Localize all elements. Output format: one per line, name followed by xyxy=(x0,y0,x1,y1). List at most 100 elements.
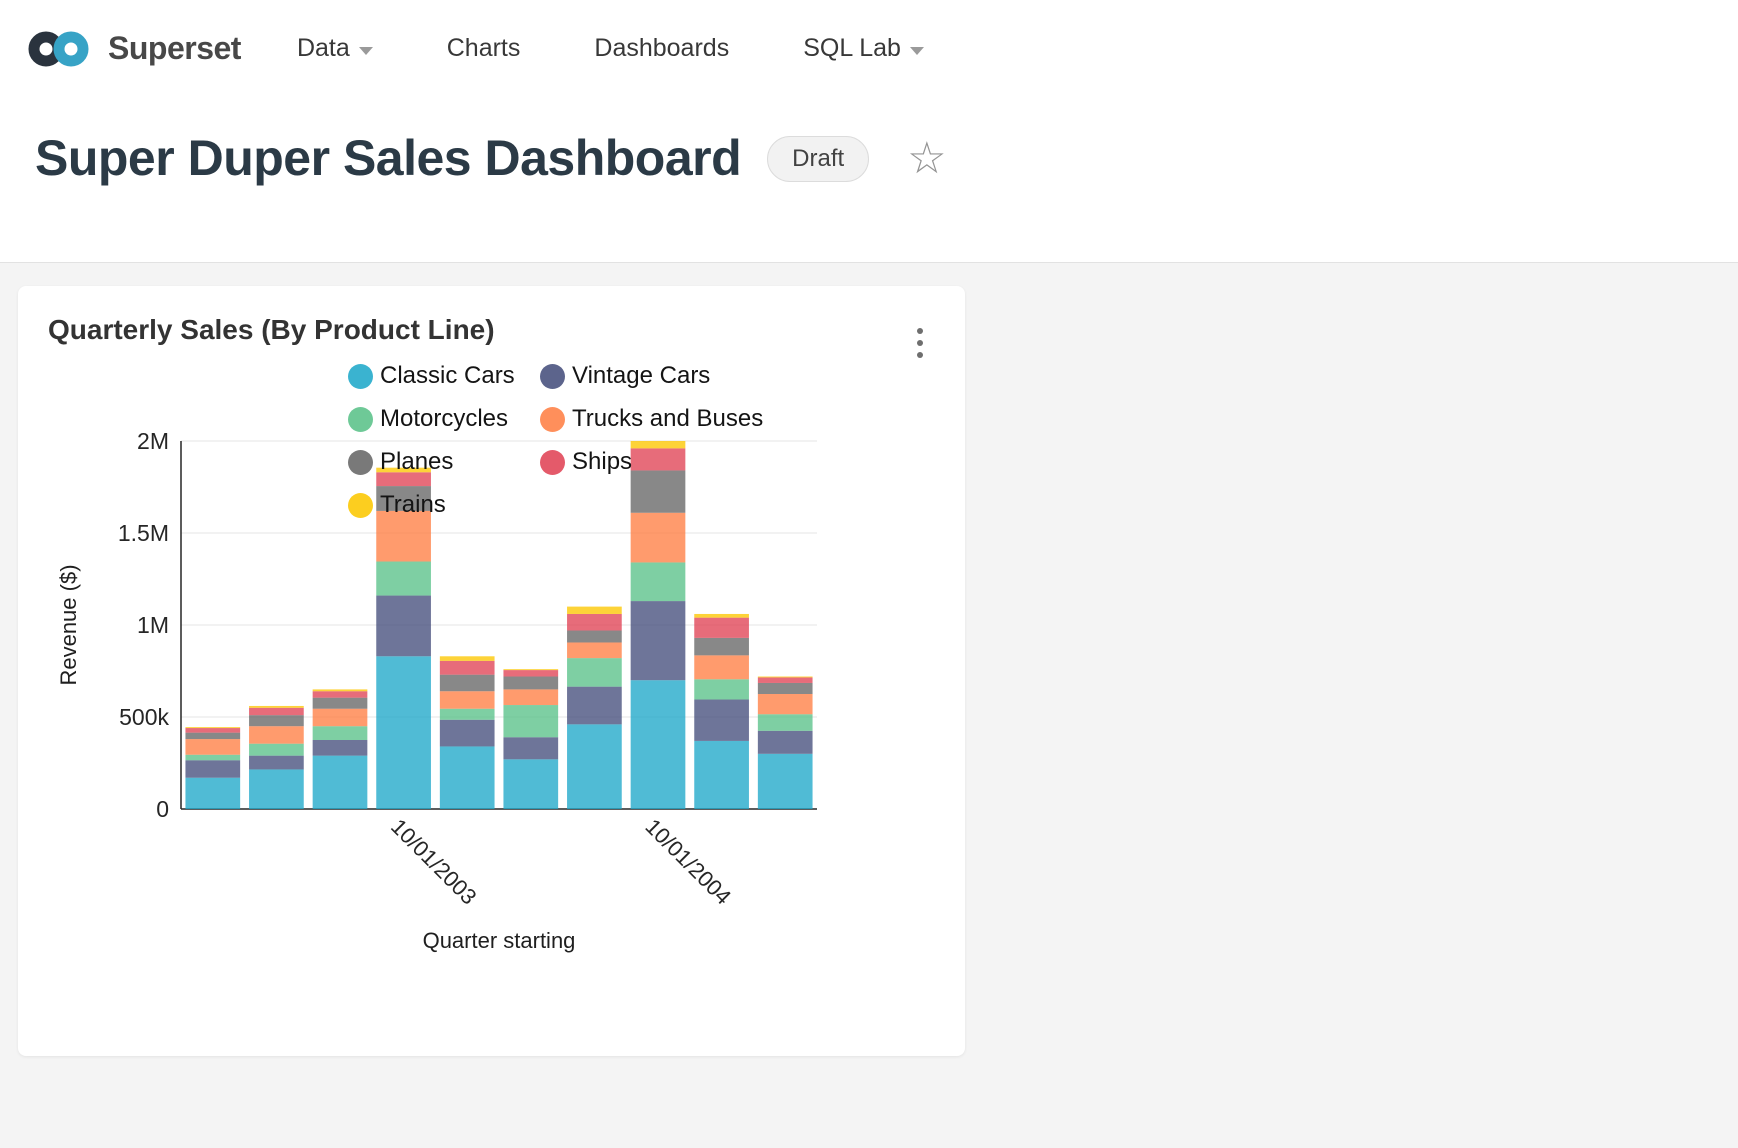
bar-segment-vintage-cars[interactable] xyxy=(249,755,304,770)
bar-segment-motorcycles[interactable] xyxy=(567,658,622,687)
legend-label: Planes xyxy=(380,448,454,475)
bar-segment-ships[interactable] xyxy=(185,728,241,733)
bar-segment-trains[interactable] xyxy=(567,606,622,614)
bar-segment-motorcycles[interactable] xyxy=(439,708,495,720)
bar-segment-classic-cars[interactable] xyxy=(503,759,559,809)
bar-segment-ships[interactable] xyxy=(694,617,749,638)
bar-segment-classic-cars[interactable] xyxy=(249,769,304,809)
x-tick-label: 10/01/2003 xyxy=(386,814,482,910)
legend-item-classic-cars[interactable]: Classic Cars xyxy=(348,362,540,390)
bar-segment-planes[interactable] xyxy=(567,630,622,643)
legend-item-ships[interactable]: Ships xyxy=(540,448,763,476)
bar-segment-ships[interactable] xyxy=(439,660,495,675)
bar-segment-classic-cars[interactable] xyxy=(185,777,241,809)
nav-item-data[interactable]: Data xyxy=(297,34,373,63)
bar-segment-ships[interactable] xyxy=(503,670,559,677)
nav-item-dashboards[interactable]: Dashboards xyxy=(594,34,729,63)
bar-segment-motorcycles[interactable] xyxy=(630,562,686,602)
bar-segment-trains[interactable] xyxy=(312,689,368,692)
nav-item-sql-lab-label: SQL Lab xyxy=(803,34,901,62)
bar-segment-classic-cars[interactable] xyxy=(376,656,431,809)
bar-segment-ships[interactable] xyxy=(630,448,686,471)
bar-segment-planes[interactable] xyxy=(312,697,368,709)
bar-segment-vintage-cars[interactable] xyxy=(312,740,368,756)
bar-segment-trains[interactable] xyxy=(185,727,241,729)
bar-segment-trains[interactable] xyxy=(503,669,559,671)
bar-segment-vintage-cars[interactable] xyxy=(185,760,241,778)
bar-segment-trucks-and-buses[interactable] xyxy=(694,655,749,680)
bar-segment-planes[interactable] xyxy=(694,637,749,656)
bar-segment-trains[interactable] xyxy=(439,656,495,661)
kebab-menu-button[interactable] xyxy=(911,322,929,364)
nav-item-charts-label: Charts xyxy=(446,34,521,62)
chart-card: Quarterly Sales (By Product Line) Classi… xyxy=(18,286,965,1056)
legend-item-planes[interactable]: Planes xyxy=(348,448,540,476)
bar-segment-classic-cars[interactable] xyxy=(630,680,686,809)
bar-segment-trains[interactable] xyxy=(694,613,749,618)
bar-segment-classic-cars[interactable] xyxy=(757,753,813,809)
bar-segment-ships[interactable] xyxy=(249,707,304,716)
bar-segment-vintage-cars[interactable] xyxy=(630,601,686,681)
bar-segment-ships[interactable] xyxy=(312,691,368,698)
bar-segment-vintage-cars[interactable] xyxy=(567,686,622,725)
legend-item-trucks-and-buses[interactable]: Trucks and Buses xyxy=(540,405,763,433)
bar-segment-classic-cars[interactable] xyxy=(312,755,368,809)
draft-status-badge[interactable]: Draft xyxy=(767,135,870,182)
bar-segment-vintage-cars[interactable] xyxy=(439,719,495,747)
bar-segment-trucks-and-buses[interactable] xyxy=(757,694,813,715)
y-axis-label: Revenue ($) xyxy=(56,564,81,685)
favorite-star-icon[interactable]: ☆ xyxy=(907,133,947,183)
bar-segment-motorcycles[interactable] xyxy=(312,726,368,740)
bar-segment-planes[interactable] xyxy=(376,486,431,511)
bar-segment-planes[interactable] xyxy=(185,732,241,740)
bar-segment-ships[interactable] xyxy=(376,472,431,487)
bar-segment-trucks-and-buses[interactable] xyxy=(249,726,304,744)
bar-segment-motorcycles[interactable] xyxy=(185,754,241,761)
bar-segment-trains[interactable] xyxy=(630,441,686,449)
chart-canvas[interactable]: 0 500k 1M 1.5M 2M 10/01/2003 10/01/2004 Revenue… xyxy=(18,388,965,988)
legend-dot-ships xyxy=(540,449,565,475)
bar-segment-classic-cars[interactable] xyxy=(694,740,749,809)
bar-segment-ships[interactable] xyxy=(567,613,622,631)
bar-segment-trains[interactable] xyxy=(757,676,813,678)
bar-segment-trucks-and-buses[interactable] xyxy=(567,642,622,659)
bar-segment-planes[interactable] xyxy=(439,674,495,692)
bar-segment-motorcycles[interactable] xyxy=(503,705,559,738)
bar-segment-motorcycles[interactable] xyxy=(249,743,304,756)
bar-segment-vintage-cars[interactable] xyxy=(503,737,559,760)
bar-segment-motorcycles[interactable] xyxy=(757,714,813,731)
bar-segment-trucks-and-buses[interactable] xyxy=(185,739,241,755)
chevron-down-icon xyxy=(909,46,924,55)
bar-segment-planes[interactable] xyxy=(503,676,559,690)
bar-segment-vintage-cars[interactable] xyxy=(694,699,749,741)
bar-segment-trains[interactable] xyxy=(376,467,431,473)
legend-item-vintage-cars[interactable]: Vintage Cars xyxy=(540,362,763,390)
bar-segment-planes[interactable] xyxy=(630,470,686,513)
bar-segment-motorcycles[interactable] xyxy=(376,561,431,596)
legend-item-trains[interactable]: Trains xyxy=(348,491,540,519)
bar-segment-classic-cars[interactable] xyxy=(567,724,622,809)
page-title: Super Duper Sales Dashboard xyxy=(35,130,742,186)
superset-brand[interactable]: Superset xyxy=(22,26,241,72)
bar-segment-ships[interactable] xyxy=(757,677,813,683)
bar-segment-trucks-and-buses[interactable] xyxy=(439,691,495,709)
y-tick-label: 1.5M xyxy=(118,520,169,546)
bar-segment-planes[interactable] xyxy=(757,682,813,694)
bar-segment-trucks-and-buses[interactable] xyxy=(376,510,431,562)
bar-segment-trucks-and-buses[interactable] xyxy=(630,512,686,563)
chart-title[interactable]: Quarterly Sales (By Product Line) xyxy=(48,314,495,345)
bar-segment-trucks-and-buses[interactable] xyxy=(503,689,559,706)
nav-item-charts[interactable]: Charts xyxy=(447,34,521,63)
brand-name: Superset xyxy=(108,30,241,66)
bar-segment-vintage-cars[interactable] xyxy=(376,595,431,657)
bar-segment-vintage-cars[interactable] xyxy=(757,730,813,754)
bar-segment-trucks-and-buses[interactable] xyxy=(312,708,368,727)
y-tick-label: 1M xyxy=(137,612,169,638)
bar-segment-planes[interactable] xyxy=(249,715,304,727)
bar-segment-trains[interactable] xyxy=(249,705,304,708)
nav-item-sql-lab[interactable]: SQL Lab xyxy=(803,34,924,63)
bar-segment-classic-cars[interactable] xyxy=(439,746,495,809)
bar-segment-motorcycles[interactable] xyxy=(694,679,749,700)
legend-item-motorcycles[interactable]: Motorcycles xyxy=(348,405,540,433)
